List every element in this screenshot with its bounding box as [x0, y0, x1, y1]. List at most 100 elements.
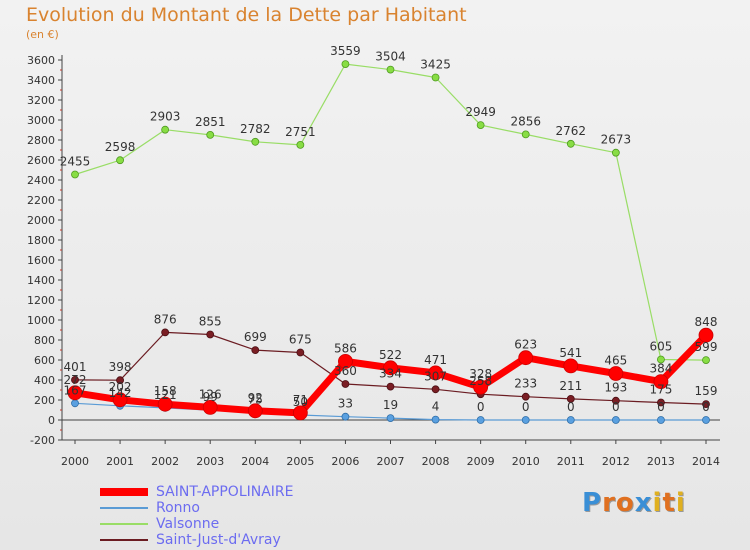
x-tick-label: 2007 — [377, 455, 405, 468]
data-label: 3425 — [420, 58, 451, 72]
legend-swatch — [100, 488, 148, 496]
y-tick-label: 3400 — [27, 74, 55, 87]
data-point — [338, 353, 353, 369]
data-point — [206, 330, 215, 339]
y-tick-label: 400 — [34, 374, 55, 387]
data-label: 334 — [379, 367, 402, 381]
y-tick-label: 3200 — [27, 94, 55, 107]
data-point — [251, 346, 260, 355]
data-point — [386, 414, 395, 423]
legend-label: SAINT-APPOLINAIRE — [156, 484, 294, 500]
series-layer — [67, 60, 714, 424]
data-label: 2762 — [556, 124, 587, 138]
data-point — [476, 416, 485, 424]
data-label: 848 — [695, 315, 718, 329]
logo-letter: x — [634, 488, 653, 518]
logo-letter: P — [582, 488, 603, 518]
data-point — [698, 327, 714, 343]
y-tick-label: 800 — [34, 334, 55, 347]
data-point — [161, 125, 170, 134]
data-label: 384 — [649, 362, 672, 376]
data-point — [611, 396, 620, 405]
data-label: 2455 — [60, 155, 91, 169]
y-tick-label: 0 — [48, 414, 55, 427]
data-label: 99 — [203, 390, 218, 404]
x-tick-label: 2002 — [151, 455, 179, 468]
labels-layer: 272 202 158 126 92 71 586 522 471 328 623 541 465 384… — [60, 44, 718, 414]
y-tick-label: 3600 — [27, 54, 55, 67]
x-tick-label: 2014 — [692, 455, 720, 468]
x-tick-label: 2000 — [61, 455, 89, 468]
x-tick-label: 2009 — [467, 455, 495, 468]
x-tick-label: 2003 — [196, 455, 224, 468]
data-label: 175 — [649, 383, 672, 397]
data-label: 272 — [64, 373, 87, 387]
y-tick-label: 2600 — [27, 154, 55, 167]
data-point — [157, 396, 173, 412]
data-label: 0 — [477, 400, 485, 414]
legend-label: Saint-Just-d'Avray — [156, 532, 281, 548]
data-label: 0 — [612, 400, 620, 414]
data-label: 360 — [334, 364, 357, 378]
data-point — [521, 392, 530, 401]
data-point — [247, 403, 263, 419]
data-point — [428, 365, 443, 381]
data-point — [431, 415, 440, 424]
data-point — [566, 394, 575, 403]
data-point — [431, 385, 440, 394]
data-label: 0 — [702, 400, 710, 414]
data-point — [71, 170, 79, 179]
y-tick-label: 2200 — [27, 194, 55, 207]
data-point — [71, 399, 79, 408]
data-point — [67, 385, 83, 401]
data-label: 599 — [695, 340, 718, 354]
data-point — [566, 139, 575, 148]
data-label: 233 — [514, 377, 537, 391]
data-label: 142 — [109, 386, 132, 400]
data-label: 0 — [567, 400, 575, 414]
logo-letter: i — [675, 488, 686, 518]
data-label: 258 — [469, 374, 492, 388]
data-label: 2782 — [240, 122, 271, 136]
data-label: 401 — [64, 360, 87, 374]
y-tick-label: 600 — [34, 354, 55, 367]
data-point — [292, 405, 308, 421]
data-point — [521, 416, 530, 424]
data-label: 167 — [64, 383, 87, 397]
data-point — [251, 137, 260, 146]
data-label: 158 — [154, 384, 177, 398]
logo-letter: r — [602, 488, 616, 518]
data-point — [296, 348, 305, 357]
data-point — [657, 355, 665, 364]
data-label: 211 — [559, 379, 582, 393]
logo-letter: o — [615, 488, 635, 518]
data-point — [341, 412, 350, 421]
proxiti-logo: Proxiti — [582, 488, 686, 518]
x-tick-label: 2004 — [241, 455, 269, 468]
y-tick-label: 200 — [34, 394, 55, 407]
data-point — [296, 140, 305, 149]
data-point — [383, 360, 398, 376]
legend-label: Valsonne — [156, 516, 220, 532]
data-label: 328 — [469, 367, 492, 381]
data-label: 2856 — [510, 114, 541, 128]
data-point — [206, 130, 215, 139]
data-point — [116, 376, 124, 385]
data-label: 2903 — [150, 110, 181, 124]
logo-letter: t — [662, 488, 676, 518]
y-tick-label: 2000 — [27, 214, 55, 227]
x-tick-label: 2008 — [422, 455, 450, 468]
data-label: 159 — [695, 384, 718, 398]
data-label: 471 — [424, 353, 447, 367]
data-label: 2598 — [105, 140, 136, 154]
data-label: 92 — [248, 391, 263, 405]
data-point — [657, 416, 665, 424]
data-label: 522 — [379, 348, 402, 362]
data-point — [563, 358, 579, 374]
data-point — [112, 392, 128, 408]
data-point — [611, 416, 620, 424]
data-label: 3559 — [330, 44, 361, 58]
chart-title: Evolution du Montant de la Dette par Hab… — [26, 4, 467, 26]
